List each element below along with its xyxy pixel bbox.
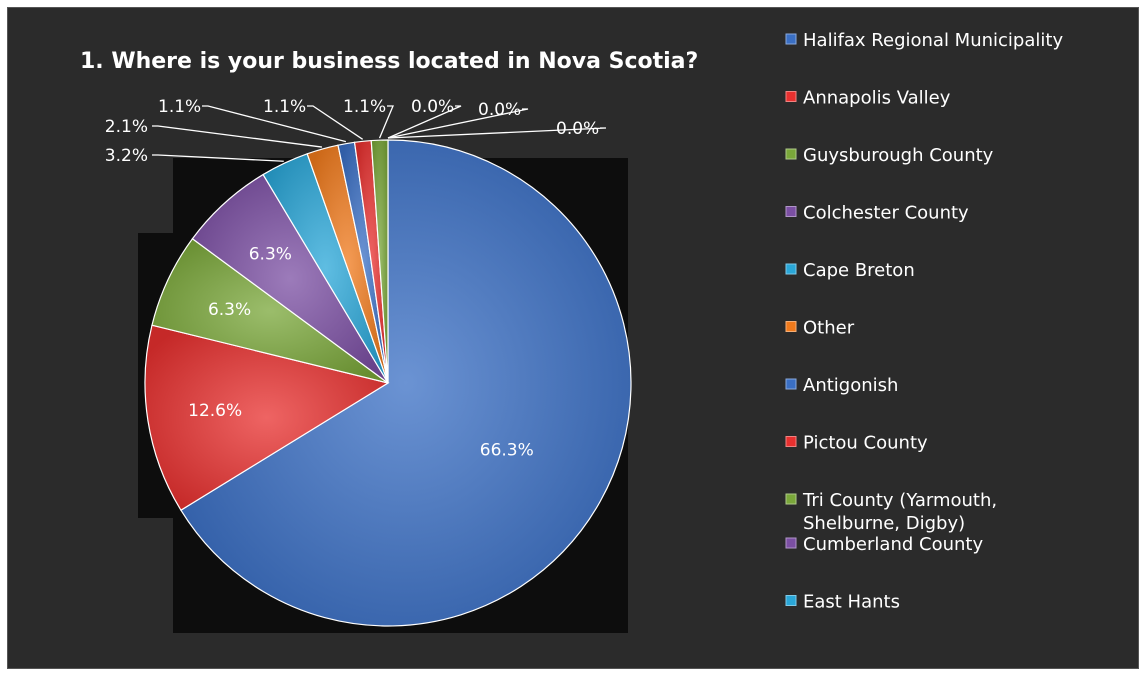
- legend-item-halifax-regional-municipality: Halifax Regional Municipality: [785, 30, 1063, 51]
- legend-swatch: [785, 378, 797, 390]
- legend-item-cumberland-county: Cumberland County: [785, 534, 983, 555]
- legend-label: East Hants: [803, 592, 900, 613]
- data-label-guysburough-county: 6.3%: [208, 300, 251, 320]
- legend-swatch: [785, 493, 797, 505]
- leader-line-cape-breton: [152, 154, 284, 162]
- legend-label: Annapolis Valley: [803, 88, 951, 109]
- data-label-annapolis-valley: 12.6%: [188, 401, 242, 421]
- legend-swatch: [785, 148, 797, 160]
- legend-label: Antigonish: [803, 375, 898, 396]
- pie-chart: 1. Where is your business located in Nov…: [80, 30, 1063, 633]
- leader-line-extra-1: [387, 127, 607, 139]
- legend-label: Colchester County: [803, 203, 969, 224]
- legend-label: Cumberland County: [803, 534, 983, 555]
- legend-item-annapolis-valley: Annapolis Valley: [785, 88, 951, 109]
- legend-label: Guysburough County: [803, 145, 994, 166]
- data-label-extra-1: 0.0%: [556, 119, 599, 139]
- legend-item-antigonish: Antigonish: [785, 375, 898, 396]
- leader-line-tri-county-yarmouth-shelburne-digby: [378, 105, 394, 139]
- chart-title: 1. Where is your business located in Nov…: [80, 49, 698, 74]
- leader-line-other: [152, 125, 323, 148]
- legend-label: Pictou County: [803, 433, 928, 454]
- legend-swatch: [785, 321, 797, 332]
- leader-line-east-hants: [387, 108, 529, 139]
- legend-swatch: [785, 33, 797, 45]
- legend-item-cape-breton: Cape Breton: [785, 260, 915, 281]
- data-label-colchester-county: 6.3%: [249, 245, 292, 265]
- legend-label: Shelburne, Digby): [803, 513, 965, 534]
- pie-slice-tri-county-yarmouth-shelburne-digby: [370, 139, 389, 384]
- legend-swatch: [785, 436, 797, 447]
- leader-line-antigonish: [202, 105, 347, 143]
- legend-item-other: Other: [785, 318, 855, 339]
- legend-swatch: [785, 206, 797, 217]
- legend-item-tri-county-yarmouth-shelburne-digby: Tri County (Yarmouth,Shelburne, Digby): [785, 490, 997, 534]
- data-label-antigonish: 1.1%: [158, 97, 201, 117]
- data-label-halifax-regional-municipality: 66.3%: [480, 440, 534, 460]
- pie-slice-halifax-regional-municipality: [180, 139, 632, 627]
- legend-item-east-hants: East Hants: [785, 592, 900, 613]
- legend-label: Tri County (Yarmouth,: [802, 490, 997, 511]
- legend-swatch: [785, 595, 797, 606]
- legend-item-colchester-county: Colchester County: [785, 203, 969, 224]
- data-label-cumberland-county: 0.0%: [411, 97, 454, 117]
- data-label-east-hants: 0.0%: [478, 100, 521, 120]
- legend-label: Halifax Regional Municipality: [803, 30, 1063, 51]
- leader-line-cumberland-county: [387, 105, 462, 139]
- legend-swatch: [785, 537, 797, 549]
- data-label-other: 2.1%: [105, 117, 148, 137]
- data-label-tri-county-yarmouth-shelburne-digby: 1.1%: [343, 97, 386, 117]
- chart-frame: 1. Where is your business located in Nov…: [7, 7, 1139, 669]
- data-label-pictou-county: 1.1%: [263, 97, 306, 117]
- legend-item-pictou-county: Pictou County: [785, 433, 928, 454]
- legend-swatch: [785, 91, 797, 102]
- legend-item-guysburough-county: Guysburough County: [785, 145, 994, 166]
- pie-slice-annapolis-valley: [144, 324, 390, 512]
- legend-label: Other: [803, 318, 855, 339]
- leader-line-pictou-county: [307, 105, 364, 140]
- data-label-cape-breton: 3.2%: [105, 146, 148, 166]
- legend-label: Cape Breton: [803, 260, 915, 281]
- legend-swatch: [785, 263, 797, 275]
